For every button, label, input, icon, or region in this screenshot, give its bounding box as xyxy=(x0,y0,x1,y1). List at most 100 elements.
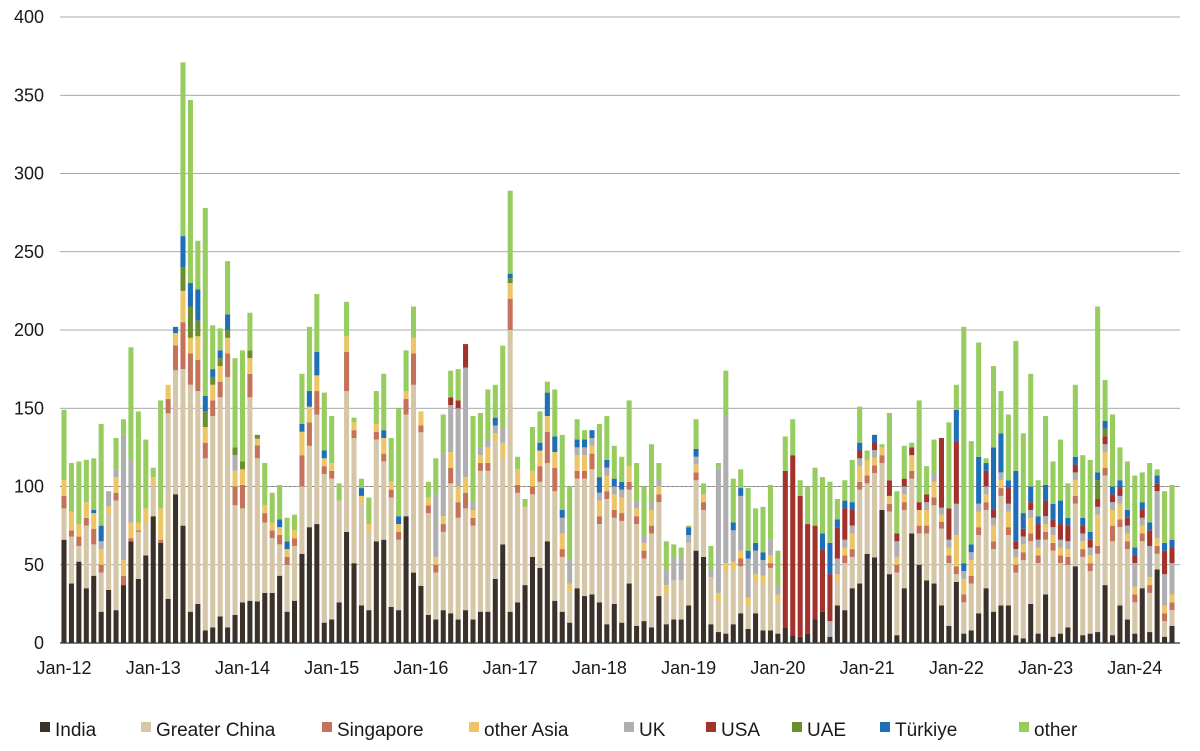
bar-segment-greater-china xyxy=(314,414,320,525)
bar-segment-singapore xyxy=(277,535,283,545)
bar-segment-other-asia xyxy=(507,283,513,299)
bar-segment-singapore xyxy=(1132,594,1138,603)
bar-segment-singapore xyxy=(574,470,580,479)
bar-segment-other-asia xyxy=(500,442,506,459)
bar-segment-greater-china xyxy=(953,574,959,582)
bar-segment-greater-china xyxy=(306,445,312,528)
bar-segment-greater-china xyxy=(1005,535,1011,606)
bar-segment-usa xyxy=(946,508,952,540)
bar-segment-greater-china xyxy=(574,478,580,589)
bar-segment-other xyxy=(1043,416,1049,485)
bar-segment-singapore xyxy=(128,538,134,542)
bar-segment-usa xyxy=(1124,517,1130,526)
bar-segment-uae xyxy=(1102,428,1108,437)
bar-segment-india xyxy=(299,553,305,643)
bar-segment-india xyxy=(552,600,558,643)
bar-segment-other-asia xyxy=(730,561,736,570)
bar-segment-singapore xyxy=(953,566,959,575)
bar-segment-other-asia xyxy=(61,480,67,496)
bar-segment-other xyxy=(210,325,216,370)
bar-segment-uk xyxy=(1013,549,1019,557)
bar-segment-other-asia xyxy=(344,336,350,352)
bar-segment-usa xyxy=(1169,547,1175,564)
bar-segment-india xyxy=(886,574,892,643)
bar-segment-other-asia xyxy=(455,486,461,503)
bar-segment-uae xyxy=(195,320,201,337)
bar-segment-other-asia xyxy=(641,542,647,551)
bar-stack xyxy=(284,517,290,643)
bar-segment-usa xyxy=(1147,530,1153,546)
bar-segment-singapore xyxy=(1043,531,1049,540)
bar-segment-other-asia xyxy=(463,477,469,493)
bar-segment-usa xyxy=(1087,539,1093,548)
x-tick-label: Jan-14 xyxy=(215,658,270,678)
bar-stack xyxy=(604,416,610,643)
bar-stack xyxy=(507,190,513,643)
bar-segment-uk xyxy=(842,539,848,548)
bar-segment-singapore xyxy=(700,502,707,510)
bar-segment-other xyxy=(388,437,394,482)
bar-segment-other xyxy=(1154,469,1160,476)
bar-stack xyxy=(700,483,707,643)
bar-stack xyxy=(1072,384,1078,643)
bar-segment-greater-china xyxy=(299,486,305,554)
legend-swatch xyxy=(40,722,50,732)
bar-segment-usa xyxy=(1020,528,1026,537)
bar-segment-usa xyxy=(455,400,461,409)
bar-segment-other-asia xyxy=(254,438,260,446)
bar-segment-singapore xyxy=(158,539,164,543)
bar-segment-other-asia xyxy=(998,480,1004,489)
bar-segment-other-asia xyxy=(901,494,907,503)
bar-segment-india xyxy=(686,605,692,643)
bar-segment-other xyxy=(1162,491,1168,543)
bar-segment-singapore xyxy=(1065,556,1071,565)
bar-segment-india xyxy=(143,555,149,643)
bar-segment-india xyxy=(976,613,982,643)
bar-segment-greater-china xyxy=(834,581,840,606)
bar-segment-india xyxy=(1095,632,1101,643)
bar-segment-other xyxy=(656,463,662,479)
bar-stack xyxy=(693,419,699,643)
bar-segment-other xyxy=(83,459,89,503)
bar-segment-india xyxy=(1124,619,1130,643)
bar-segment-greater-china xyxy=(68,536,74,584)
bar-segment-t-rkiye xyxy=(730,522,736,531)
bar-segment-uk xyxy=(463,367,469,478)
bar-segment-singapore xyxy=(1020,552,1026,561)
bar-segment-other xyxy=(827,481,833,543)
bar-segment-greater-china xyxy=(232,505,238,615)
bar-segment-india xyxy=(247,600,253,643)
bar-segment-other xyxy=(1147,463,1153,523)
bar-segment-other xyxy=(448,370,454,398)
bar-segment-t-rkiye xyxy=(187,283,193,307)
bar-segment-other xyxy=(225,261,231,315)
bar-segment-greater-china xyxy=(537,481,543,568)
bar-segment-india xyxy=(306,527,312,643)
bar-stack xyxy=(909,442,915,643)
bar-segment-india xyxy=(1154,569,1160,643)
bar-stack xyxy=(924,466,930,643)
bar-segment-india xyxy=(693,550,699,643)
bar-segment-india xyxy=(336,602,342,643)
bar-segment-other xyxy=(1050,461,1056,504)
legend-swatch xyxy=(706,722,716,732)
y-tick-label: 150 xyxy=(14,398,44,418)
bar-stack xyxy=(1169,484,1175,643)
bar-segment-singapore xyxy=(931,497,937,506)
bar-segment-other-asia xyxy=(210,384,216,401)
bar-segment-india xyxy=(834,605,840,643)
bar-segment-other xyxy=(232,358,238,448)
bar-segment-singapore xyxy=(559,549,565,557)
bar-segment-india xyxy=(470,619,476,643)
bar-segment-other xyxy=(98,423,104,526)
bar-segment-india xyxy=(284,611,290,643)
bar-segment-usa xyxy=(938,437,945,508)
bar-segment-uk xyxy=(946,539,952,548)
bar-segment-other-asia xyxy=(1117,503,1123,520)
bar-segment-singapore xyxy=(626,481,632,490)
bar-segment-india xyxy=(128,541,134,643)
bar-stack xyxy=(269,492,275,643)
bar-segment-india xyxy=(388,607,394,643)
bar-segment-other xyxy=(544,381,550,393)
bar-segment-uk xyxy=(730,530,736,562)
